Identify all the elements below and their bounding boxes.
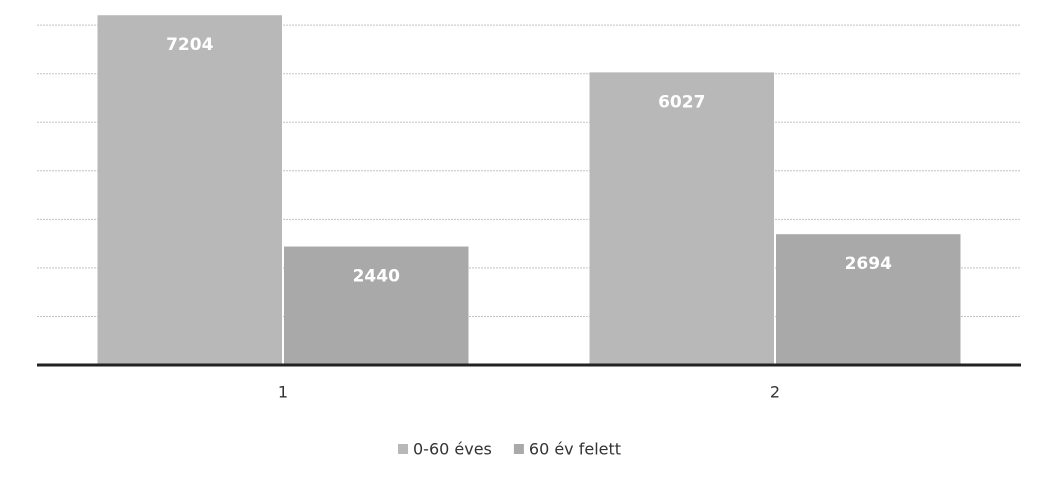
legend-label: 0-60 éves [413, 440, 492, 459]
legend-swatch [513, 444, 524, 454]
bar [776, 234, 961, 365]
legend-swatch [398, 444, 408, 454]
x-tick-label: 1 [278, 383, 288, 402]
legend-label: 60 év felett [529, 440, 621, 459]
data-label: 6027 [658, 92, 705, 112]
bar [97, 15, 282, 366]
bar [589, 72, 774, 366]
x-tick-label: 2 [770, 383, 780, 402]
data-label: 2440 [353, 267, 400, 287]
data-label: 7204 [166, 35, 213, 55]
bar [284, 246, 469, 365]
data-label: 2694 [845, 254, 892, 274]
